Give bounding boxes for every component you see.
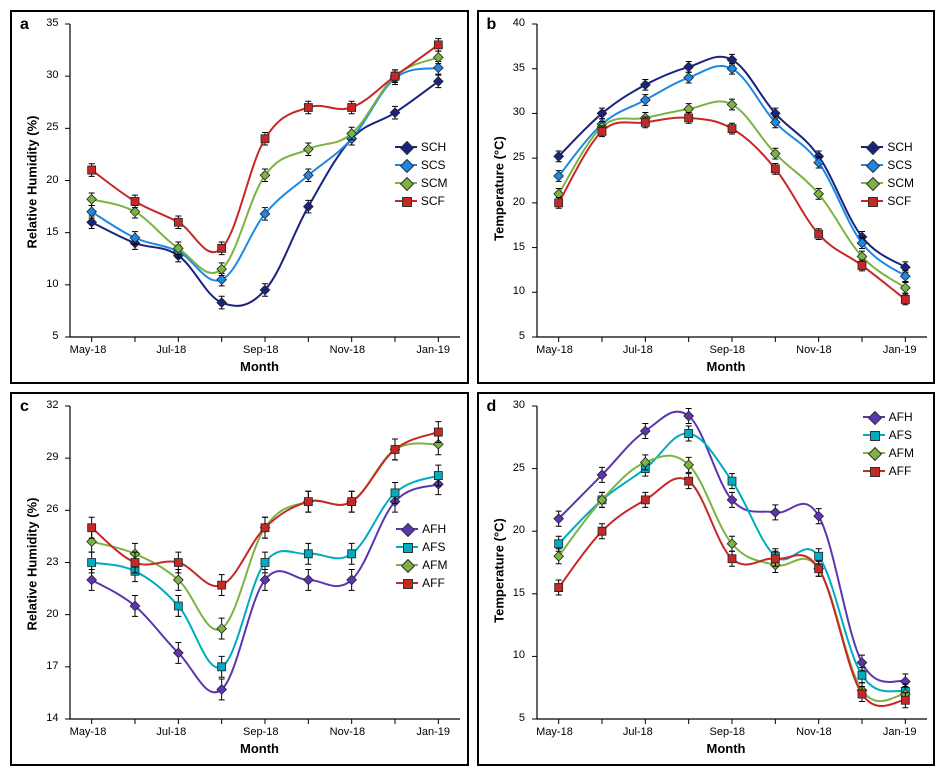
legend-line-icon xyxy=(861,164,883,166)
x-axis-label: Month xyxy=(240,741,279,756)
legend-line-icon xyxy=(396,528,418,530)
y-axis-label: Temperature (°C) xyxy=(491,510,506,630)
legend-marker-icon xyxy=(866,158,880,172)
legend-label: SCF xyxy=(887,194,911,208)
legend-marker-icon xyxy=(868,197,878,207)
legend-item: AFM xyxy=(396,556,447,574)
legend-label: AFH xyxy=(889,410,913,424)
legend-marker-icon xyxy=(403,579,413,589)
legend-item: SCM xyxy=(395,174,448,192)
panel-b: b510152025303540May-18Jul-18Sep-18Nov-18… xyxy=(477,10,936,384)
legend-item: SCS xyxy=(395,156,448,174)
legend-marker-icon xyxy=(868,411,882,425)
legend-marker-icon xyxy=(400,176,414,190)
legend: SCH SCS SCM SCF xyxy=(857,134,918,214)
legend-label: SCM xyxy=(887,176,914,190)
legend-label: AFS xyxy=(889,428,912,442)
legend-item: AFH xyxy=(396,520,447,538)
legend-marker-icon xyxy=(866,140,880,154)
legend-item: AFS xyxy=(396,538,447,556)
legend-label: SCM xyxy=(421,176,448,190)
legend-marker-icon xyxy=(403,543,413,553)
legend-line-icon xyxy=(396,564,418,566)
legend-item: SCS xyxy=(861,156,914,174)
legend-line-icon xyxy=(863,470,885,472)
legend-line-icon xyxy=(396,582,418,584)
x-axis-label: Month xyxy=(707,359,746,374)
legend-line-icon xyxy=(396,546,418,548)
legend-line-icon xyxy=(395,200,417,202)
legend-line-icon xyxy=(395,164,417,166)
y-axis-label: Relative Humidity (%) xyxy=(25,510,40,630)
legend-label: AFS xyxy=(422,540,445,554)
legend-item: AFM xyxy=(863,444,914,462)
legend-label: AFM xyxy=(889,446,914,460)
legend: SCH SCS SCM SCF xyxy=(391,134,452,214)
legend-line-icon xyxy=(863,416,885,418)
legend: AFH AFS AFM AFF xyxy=(392,516,451,596)
y-axis-label: Relative Humidity (%) xyxy=(25,128,40,248)
legend-marker-icon xyxy=(870,467,880,477)
legend-marker-icon xyxy=(401,522,415,536)
legend-label: SCS xyxy=(887,158,912,172)
panel-c: c14172023262932May-18Jul-18Sep-18Nov-18J… xyxy=(10,392,469,766)
legend-line-icon xyxy=(863,434,885,436)
legend-label: AFF xyxy=(422,576,445,590)
legend-item: SCM xyxy=(861,174,914,192)
legend-item: SCF xyxy=(395,192,448,210)
panel-a: a5101520253035May-18Jul-18Sep-18Nov-18Ja… xyxy=(10,10,469,384)
legend-item: AFH xyxy=(863,408,914,426)
legend-marker-icon xyxy=(400,158,414,172)
legend-label: SCH xyxy=(421,140,446,154)
legend-marker-icon xyxy=(866,176,880,190)
legend-label: SCF xyxy=(421,194,445,208)
legend-line-icon xyxy=(395,146,417,148)
legend-item: SCF xyxy=(861,192,914,210)
legend-item: SCH xyxy=(861,138,914,156)
x-axis-label: Month xyxy=(240,359,279,374)
y-axis-label: Temperature (°C) xyxy=(491,128,506,248)
legend-line-icon xyxy=(863,452,885,454)
legend-label: SCS xyxy=(421,158,446,172)
legend-line-icon xyxy=(861,182,883,184)
legend-label: SCH xyxy=(887,140,912,154)
legend-label: AFF xyxy=(889,464,912,478)
legend-item: SCH xyxy=(395,138,448,156)
legend-line-icon xyxy=(861,146,883,148)
legend-marker-icon xyxy=(870,431,880,441)
legend-line-icon xyxy=(395,182,417,184)
legend-label: AFH xyxy=(422,522,446,536)
x-axis-label: Month xyxy=(707,741,746,756)
panel-d: d51015202530May-18Jul-18Sep-18Nov-18Jan-… xyxy=(477,392,936,766)
legend-item: AFS xyxy=(863,426,914,444)
legend-marker-icon xyxy=(400,140,414,154)
legend-label: AFM xyxy=(422,558,447,572)
legend-marker-icon xyxy=(401,558,415,572)
legend-item: AFF xyxy=(396,574,447,592)
legend: AFH AFS AFM AFF xyxy=(859,404,918,484)
legend-line-icon xyxy=(861,200,883,202)
legend-marker-icon xyxy=(402,197,412,207)
legend-marker-icon xyxy=(868,447,882,461)
legend-item: AFF xyxy=(863,462,914,480)
